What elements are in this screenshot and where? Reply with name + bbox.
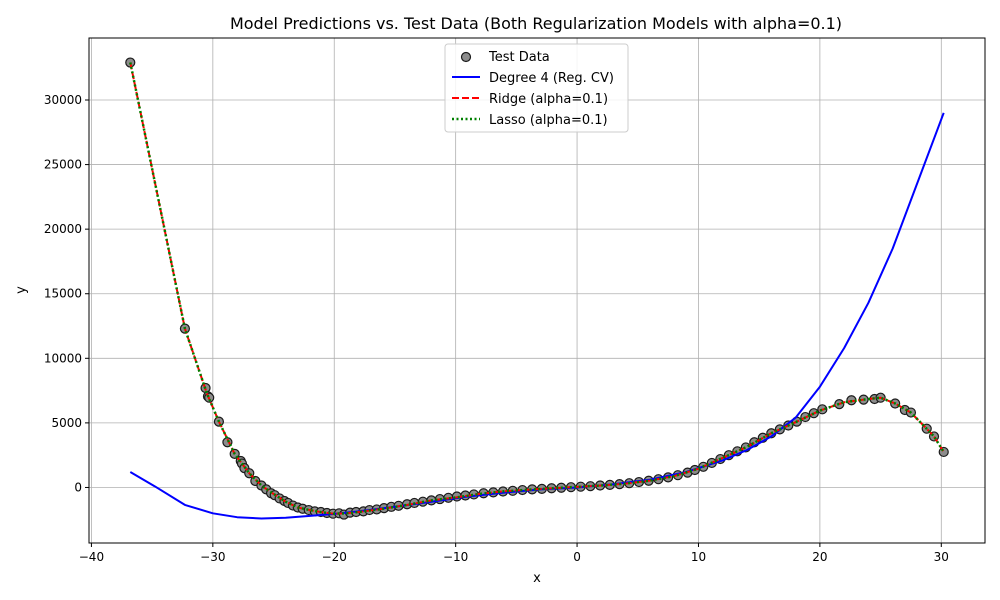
legend-marker-test-data [460,51,472,63]
x-tick-label: 10 [691,550,706,564]
x-tick-label: −30 [200,550,225,564]
legend-label-test-data: Test Data [488,50,550,65]
x-tick-label: −40 [79,550,104,564]
x-tick-label: 30 [934,550,949,564]
y-tick-label: 25000 [44,158,82,172]
legend: Test Data Degree 4 (Reg. CV) Ridge (alph… [444,43,629,133]
x-tick-label: 0 [573,550,581,564]
y-tick-label: 10000 [44,351,82,365]
y-tick-label: 30000 [44,93,82,107]
plot-area [125,57,949,520]
x-tick-label: −10 [443,550,468,564]
legend-label-degree4: Degree 4 (Reg. CV) [489,71,614,86]
y-axis-label: y [14,286,29,294]
chart-title: Model Predictions vs. Test Data (Both Re… [230,14,842,33]
series-line-lasso [129,62,945,515]
x-tick-label: 20 [812,550,827,564]
legend-box [444,43,629,133]
y-tick-label: 20000 [44,222,82,236]
y-tick-label: 0 [74,480,82,494]
y-tick-label: 5000 [51,416,82,430]
legend-label-lasso: Lasso (alpha=0.1) [489,113,608,128]
axis-ticks: −40 −30 −20 −10 0 10 20 30 0 5000 10000 15000 20000 2… [44,93,949,564]
axes-frame [88,37,986,544]
x-axis-label: x [533,571,541,586]
y-tick-label: 15000 [44,287,82,301]
legend-label-ridge: Ridge (alpha=0.1) [489,92,608,107]
x-tick-label: −20 [322,550,347,564]
test-data-point [938,446,949,458]
